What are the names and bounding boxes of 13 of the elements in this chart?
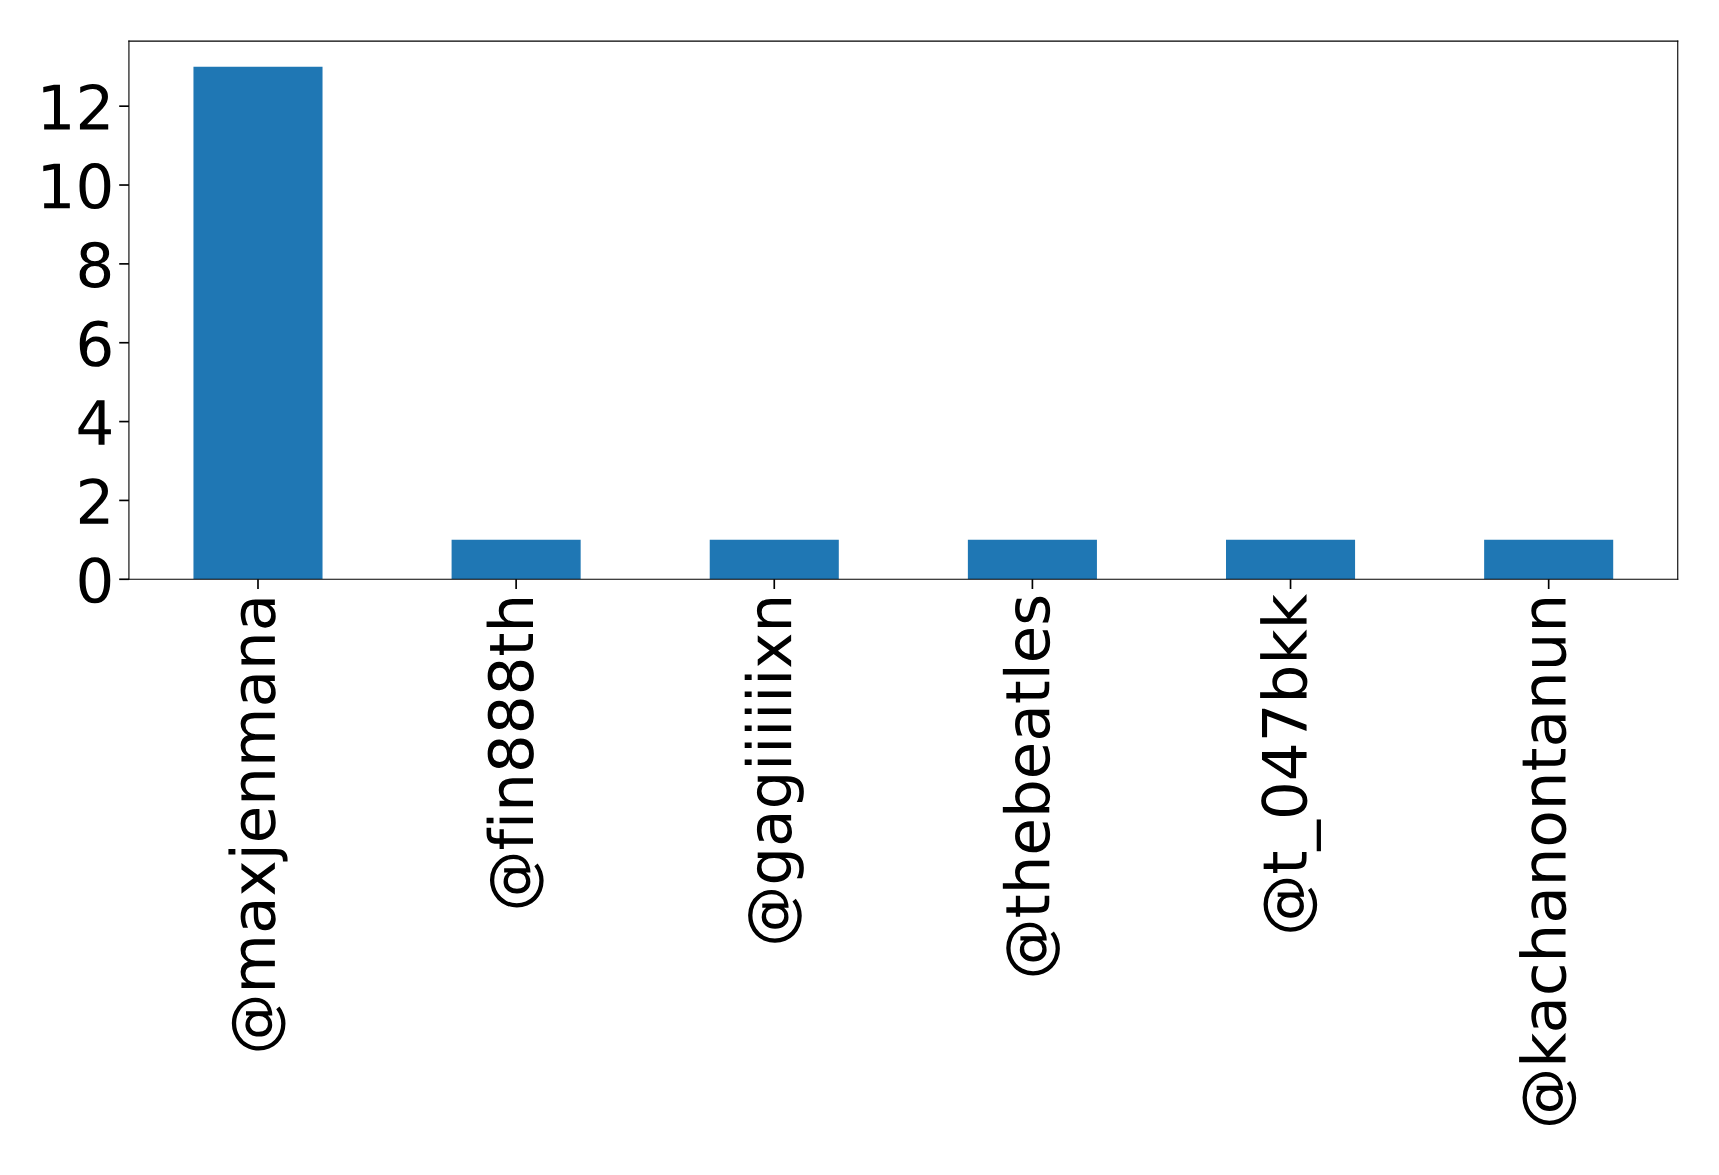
y-tick-label: 2 bbox=[79, 478, 109, 524]
y-tick-label: 4 bbox=[78, 400, 111, 445]
y-tick-label: 6 bbox=[79, 320, 111, 367]
x-tick-label: @kachanontanun bbox=[1519, 599, 1577, 1125]
y-tick-label: 12 bbox=[43, 84, 109, 130]
x-tick-label: @maxjenmana bbox=[228, 599, 288, 1051]
x-tick-label: @t_047bkk bbox=[1260, 594, 1321, 932]
x-tick-label: @fin888th bbox=[486, 599, 544, 908]
x-tick-label: @gagiiiiiixn bbox=[744, 599, 804, 943]
x-tick-label: @thebeatles bbox=[1002, 596, 1060, 976]
y-tick-label: 10 bbox=[43, 162, 111, 210]
y-tick-label: 0 bbox=[79, 557, 111, 604]
y-tick-label: 8 bbox=[79, 241, 111, 288]
